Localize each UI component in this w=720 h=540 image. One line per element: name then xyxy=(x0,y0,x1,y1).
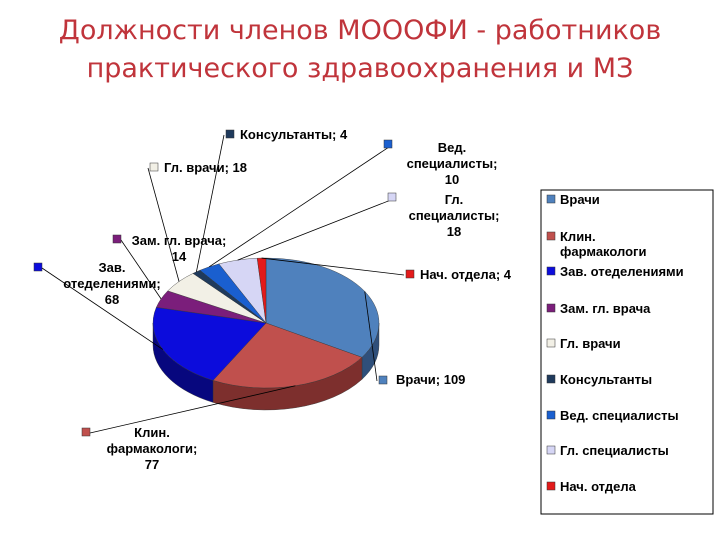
leader-вед-специалисты xyxy=(208,144,393,268)
leader-клин-фармакологи xyxy=(89,385,296,434)
leader-консультанты xyxy=(196,134,225,272)
legend-swatch-зам-гл-врача xyxy=(546,303,556,313)
data-label-консультанты: Консультанты; 4 xyxy=(240,127,348,142)
data-labels: Врачи; 109 Клин. фармакологи; 77 Зав. отеделе… xyxy=(33,127,512,472)
label-key-зам-гл-врача xyxy=(112,234,122,244)
legend-entry-гл-врачи: Гл. врачи xyxy=(560,336,621,351)
data-label-клин-фармакологи: Клин. фармакологи; 77 xyxy=(107,425,198,472)
legend-entry-клин-фармакологи: Клин. фармакологи xyxy=(560,229,646,259)
label-key-зав-отеделениями xyxy=(33,262,43,272)
leader-зав-отеделениями xyxy=(41,267,164,350)
legend-swatch-зав-отеделениями xyxy=(546,266,556,276)
legend-swatch-вед-специалисты xyxy=(546,410,556,420)
legend-swatch-гл-специалисты xyxy=(546,445,556,455)
data-label-гл-специалисты: Гл. специалисты; 18 xyxy=(409,192,500,239)
leader-нач-отдела xyxy=(261,257,405,276)
legend-entry-врачи: Врачи xyxy=(560,192,600,207)
label-key-нач-отдела xyxy=(405,269,415,279)
leader-гл-специалисты xyxy=(237,197,397,261)
legend-swatch-консультанты xyxy=(546,374,556,384)
slice-врачи xyxy=(265,257,380,358)
leader-врачи xyxy=(364,291,378,382)
leader-зам-гл-врача xyxy=(120,239,162,300)
legend-entry-зав-отеделениями: Зав. отеделениями xyxy=(560,264,684,279)
leader-lines xyxy=(41,134,405,434)
slice-зав-отеделениями xyxy=(152,307,267,381)
label-key-гл-врачи xyxy=(149,162,159,172)
legend-swatch-врачи xyxy=(546,194,556,204)
title-line-1: Должности членов МОООФИ - работников xyxy=(58,15,662,46)
legend-swatch-нач-отдела xyxy=(546,481,556,491)
label-key-гл-специалисты xyxy=(387,192,397,202)
legend-entry-зам-гл-врача: Зам. гл. врача xyxy=(560,301,651,316)
label-key-вед-специалисты xyxy=(383,139,393,149)
legend-entry-гл-специалисты: Гл. специалисты xyxy=(560,443,669,458)
label-key-клин-фармакологи xyxy=(81,427,91,437)
data-label-нач-отдела: Нач. отдела; 4 xyxy=(420,267,512,282)
page-title: Должности членов МОООФИ - работников пра… xyxy=(0,12,720,88)
label-key-врачи xyxy=(378,375,388,385)
pie-slices xyxy=(152,257,380,389)
data-label-вед-специалисты: Вед. специалисты; 10 xyxy=(407,140,498,187)
data-label-врачи: Врачи; 109 xyxy=(396,372,465,387)
title-line-2: практического здравоохранения и МЗ xyxy=(86,53,634,84)
legend-swatch-клин-фармакологи xyxy=(546,231,556,241)
legend-entry-консультанты: Консультанты xyxy=(560,372,652,387)
legend: Врачи Клин. фармакологи Зав. отеделениями За… xyxy=(540,189,714,515)
label-key-консультанты xyxy=(225,129,235,139)
data-label-гл-врачи: Гл. врачи; 18 xyxy=(164,160,247,175)
data-label-зам-гл-врача: Зам. гл. врача; 14 xyxy=(132,233,227,264)
legend-entry-вед-специалисты: Вед. специалисты xyxy=(560,408,679,423)
slice-нач-отдела xyxy=(256,257,267,324)
legend-entry-нач-отдела: Нач. отдела xyxy=(560,479,637,494)
legend-swatch-гл-врачи xyxy=(546,338,556,348)
data-label-зав-отеделениями: Зав. отеделениями; 68 xyxy=(63,260,160,307)
leader-гл-врачи xyxy=(147,167,180,282)
